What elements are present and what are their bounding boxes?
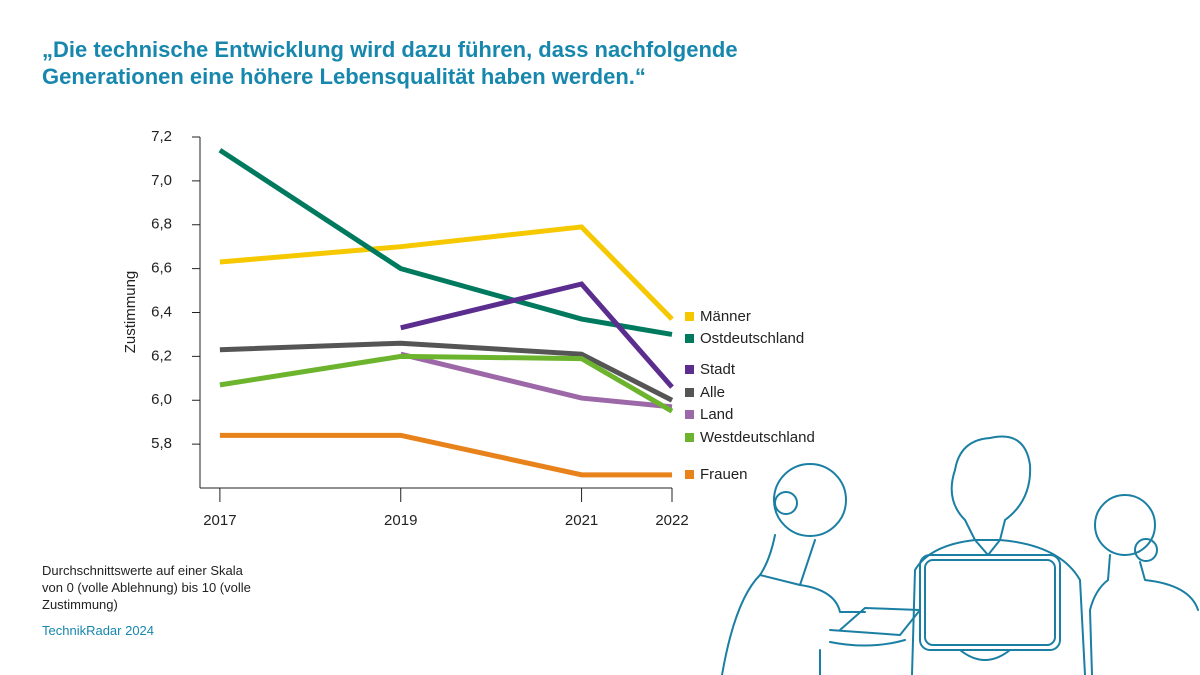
legend-label: Westdeutschland	[700, 429, 815, 446]
legend-swatch	[685, 410, 694, 419]
chart-title: „Die technische Entwicklung wird dazu fü…	[42, 37, 738, 89]
y-tick-label: 7,0	[151, 172, 172, 189]
x-tick-label: 2017	[203, 512, 236, 529]
legend-swatch	[685, 470, 694, 479]
note: Durchschnittswerte auf einer Skala von 0…	[42, 563, 251, 612]
legend-label: Männer	[700, 308, 751, 325]
x-tick-label: 2021	[565, 512, 598, 529]
y-tick-label: 6,8	[151, 216, 172, 233]
legend-swatch	[685, 388, 694, 397]
y-tick-label: 6,2	[151, 347, 172, 364]
legend-swatch	[685, 365, 694, 374]
y-tick-label: 6,0	[151, 391, 172, 408]
series-line	[219, 432, 672, 478]
legend-label: Alle	[700, 384, 725, 401]
legend-swatch	[685, 312, 694, 321]
series-line	[218, 148, 673, 337]
legend-label: Stadt	[700, 361, 736, 378]
y-tick-label: 6,4	[151, 303, 172, 320]
series-line	[219, 353, 674, 414]
source: TechnikRadar 2024	[42, 623, 155, 638]
legend-swatch	[685, 433, 694, 442]
y-tick-label: 5,8	[151, 435, 172, 452]
y-tick-label: 7,2	[151, 128, 172, 145]
x-tick-label: 2019	[384, 512, 417, 529]
y-tick-label: 6,6	[151, 260, 172, 277]
series-line	[400, 281, 674, 389]
y-axis-label: Zustimmung	[122, 271, 139, 354]
illustration	[721, 435, 1199, 675]
series-line	[219, 340, 674, 403]
legend-label: Frauen	[700, 466, 748, 483]
legend-label: Ostdeutschland	[700, 330, 804, 347]
legend-swatch	[685, 334, 694, 343]
series-line	[400, 351, 673, 410]
series-line	[219, 224, 674, 321]
x-tick-label: 2022	[655, 512, 688, 529]
legend-label: Land	[700, 406, 733, 423]
